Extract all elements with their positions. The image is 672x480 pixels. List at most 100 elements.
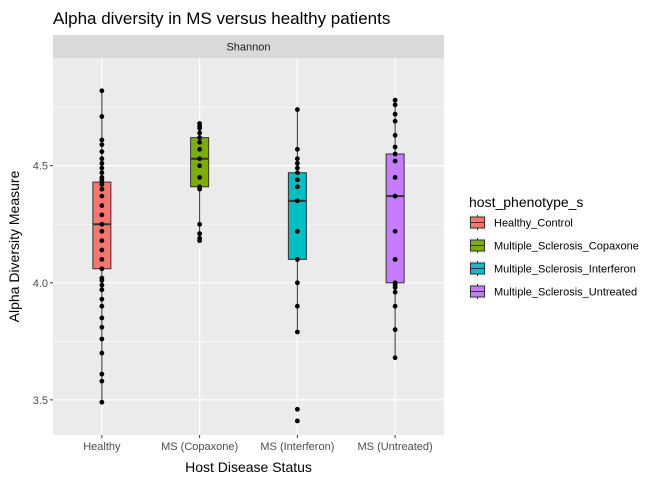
data-point: [99, 296, 105, 302]
chart-title: Alpha diversity in MS versus healthy pat…: [53, 9, 390, 28]
data-point: [392, 97, 398, 103]
data-point: [99, 287, 105, 293]
legend-item-Multiple_Sclerosis_Untreated: Multiple_Sclerosis_Untreated: [469, 283, 637, 300]
data-point: [99, 88, 105, 94]
x-tick-label: MS (Copaxone): [161, 441, 238, 453]
plot-panel: [53, 58, 444, 435]
legend-label: Healthy_Control: [494, 218, 573, 230]
data-point: [294, 165, 300, 171]
data-point: [99, 186, 105, 192]
legend-label: Multiple_Sclerosis_Copaxone: [494, 241, 639, 253]
x-axis-ticks: Healthy MS (Copaxone) MS (Interferon) MS (U…: [83, 435, 433, 453]
data-point: [294, 280, 300, 286]
data-point: [99, 228, 105, 234]
data-point: [197, 121, 203, 126]
facet-strip: [53, 35, 444, 58]
y-tick-label: 4.5: [33, 161, 48, 173]
data-point: [294, 256, 300, 262]
data-point: [99, 303, 105, 309]
legend-item-Multiple_Sclerosis_Interferon: Multiple_Sclerosis_Interferon: [469, 260, 636, 277]
legend-items: Healthy_Control Multiple_Sclerosis_Copaxo…: [469, 214, 639, 300]
data-point: [99, 114, 105, 119]
legend-label: Multiple_Sclerosis_Untreated: [494, 287, 637, 299]
data-point: [392, 327, 398, 333]
data-point: [99, 266, 105, 272]
data-point: [197, 130, 203, 136]
data-point: [197, 184, 203, 190]
data-point: [99, 336, 105, 342]
data-point: [99, 142, 105, 148]
data-point: [197, 235, 203, 241]
data-point: [197, 135, 203, 141]
data-point: [99, 221, 105, 227]
data-point: [99, 378, 105, 384]
x-axis-title: Host Disease Status: [185, 459, 312, 475]
data-point: [294, 329, 300, 335]
data-point: [294, 177, 300, 183]
data-point: [392, 144, 398, 150]
data-point: [99, 156, 105, 162]
data-point: [392, 193, 398, 199]
data-point: [392, 151, 398, 157]
data-point: [99, 137, 105, 143]
data-point: [99, 175, 105, 180]
data-point: [99, 315, 105, 321]
data-point: [294, 198, 300, 204]
data-point: [99, 275, 105, 281]
data-point: [197, 221, 203, 227]
data-point: [99, 170, 105, 176]
data-point: [99, 165, 105, 171]
data-point: [99, 193, 105, 199]
legend: host_phenotype_s Healthy_Control Multiple…: [469, 194, 639, 300]
data-point: [99, 324, 105, 330]
data-point: [392, 118, 398, 124]
data-point: [197, 175, 203, 180]
data-point: [99, 203, 105, 208]
data-point: [99, 160, 105, 166]
data-points: [99, 88, 398, 424]
data-point: [294, 303, 300, 309]
data-point: [294, 107, 300, 112]
data-point: [392, 132, 398, 138]
data-point: [197, 139, 203, 145]
data-point: [392, 303, 398, 309]
data-point: [294, 156, 300, 162]
legend-item-Multiple_Sclerosis_Copaxone: Multiple_Sclerosis_Copaxone: [469, 237, 639, 254]
data-point: [392, 289, 398, 295]
facet-strip-label: Shannon: [226, 42, 270, 54]
data-point: [392, 355, 398, 361]
data-point: [294, 406, 300, 412]
legend-item-Healthy_Control: Healthy_Control: [469, 214, 573, 231]
x-tick-label: MS (Interferon): [260, 441, 334, 453]
legend-label: Multiple_Sclerosis_Interferon: [494, 264, 636, 276]
data-point: [99, 282, 105, 288]
data-point: [392, 280, 398, 286]
data-point: [392, 158, 398, 164]
data-point: [99, 247, 105, 253]
data-point: [294, 184, 300, 190]
data-point: [392, 175, 398, 180]
data-point: [99, 149, 105, 155]
data-point: [392, 102, 398, 108]
data-point: [197, 156, 203, 162]
data-point: [392, 111, 398, 117]
y-axis-title: Alpha Diversity Measure: [6, 170, 22, 322]
data-point: [294, 418, 300, 424]
data-point: [99, 350, 105, 356]
y-tick-label: 4.0: [33, 278, 48, 290]
data-point: [197, 146, 203, 152]
data-point: [99, 238, 105, 244]
data-point: [294, 146, 300, 152]
data-point: [197, 231, 203, 237]
data-point: [99, 256, 105, 262]
data-point: [99, 371, 105, 377]
data-point: [99, 212, 105, 218]
data-point: [392, 228, 398, 234]
x-tick-label: MS (Untreated): [358, 441, 433, 453]
data-point: [99, 399, 105, 405]
x-tick-label: Healthy: [83, 441, 121, 453]
legend-title: host_phenotype_s: [469, 194, 583, 210]
data-point: [294, 160, 300, 166]
data-point: [294, 228, 300, 234]
